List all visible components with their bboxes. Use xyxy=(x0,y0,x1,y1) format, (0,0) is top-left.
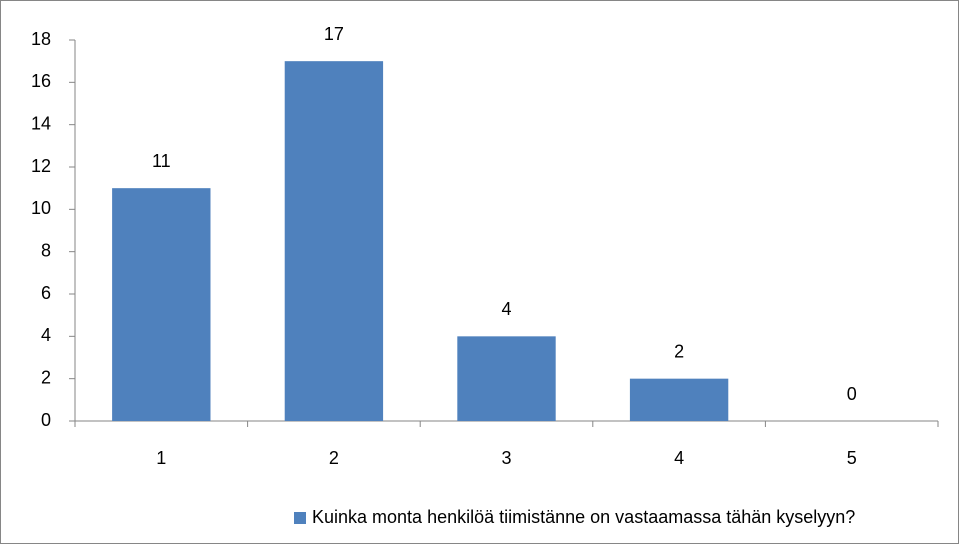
y-tick-label: 2 xyxy=(41,367,51,387)
bar xyxy=(284,61,384,422)
x-tick-label: 2 xyxy=(329,448,339,468)
y-tick-label: 14 xyxy=(31,113,51,133)
data-label: 2 xyxy=(674,341,684,361)
y-tick-label: 0 xyxy=(41,410,51,430)
x-tick-label: 4 xyxy=(674,448,684,468)
data-label: 4 xyxy=(501,299,511,319)
x-tick-label: 3 xyxy=(501,448,511,468)
y-tick-label: 6 xyxy=(41,283,51,303)
bar xyxy=(112,188,211,421)
y-tick-label: 18 xyxy=(31,29,51,49)
data-label: 11 xyxy=(152,151,171,171)
data-label: 17 xyxy=(324,24,344,44)
legend-label: Kuinka monta henkilöä tiimistänne on vas… xyxy=(312,507,855,527)
y-tick-label: 10 xyxy=(31,198,51,218)
y-tick-label: 4 xyxy=(41,325,51,345)
y-tick-label: 8 xyxy=(41,240,51,260)
legend-swatch xyxy=(294,512,306,524)
data-label: 0 xyxy=(847,384,857,404)
y-tick-label: 12 xyxy=(31,156,51,176)
bar xyxy=(629,378,729,421)
y-tick-label: 16 xyxy=(31,71,51,91)
x-tick-label: 5 xyxy=(847,448,857,468)
bar xyxy=(457,336,556,421)
x-tick-label: 1 xyxy=(156,448,166,468)
